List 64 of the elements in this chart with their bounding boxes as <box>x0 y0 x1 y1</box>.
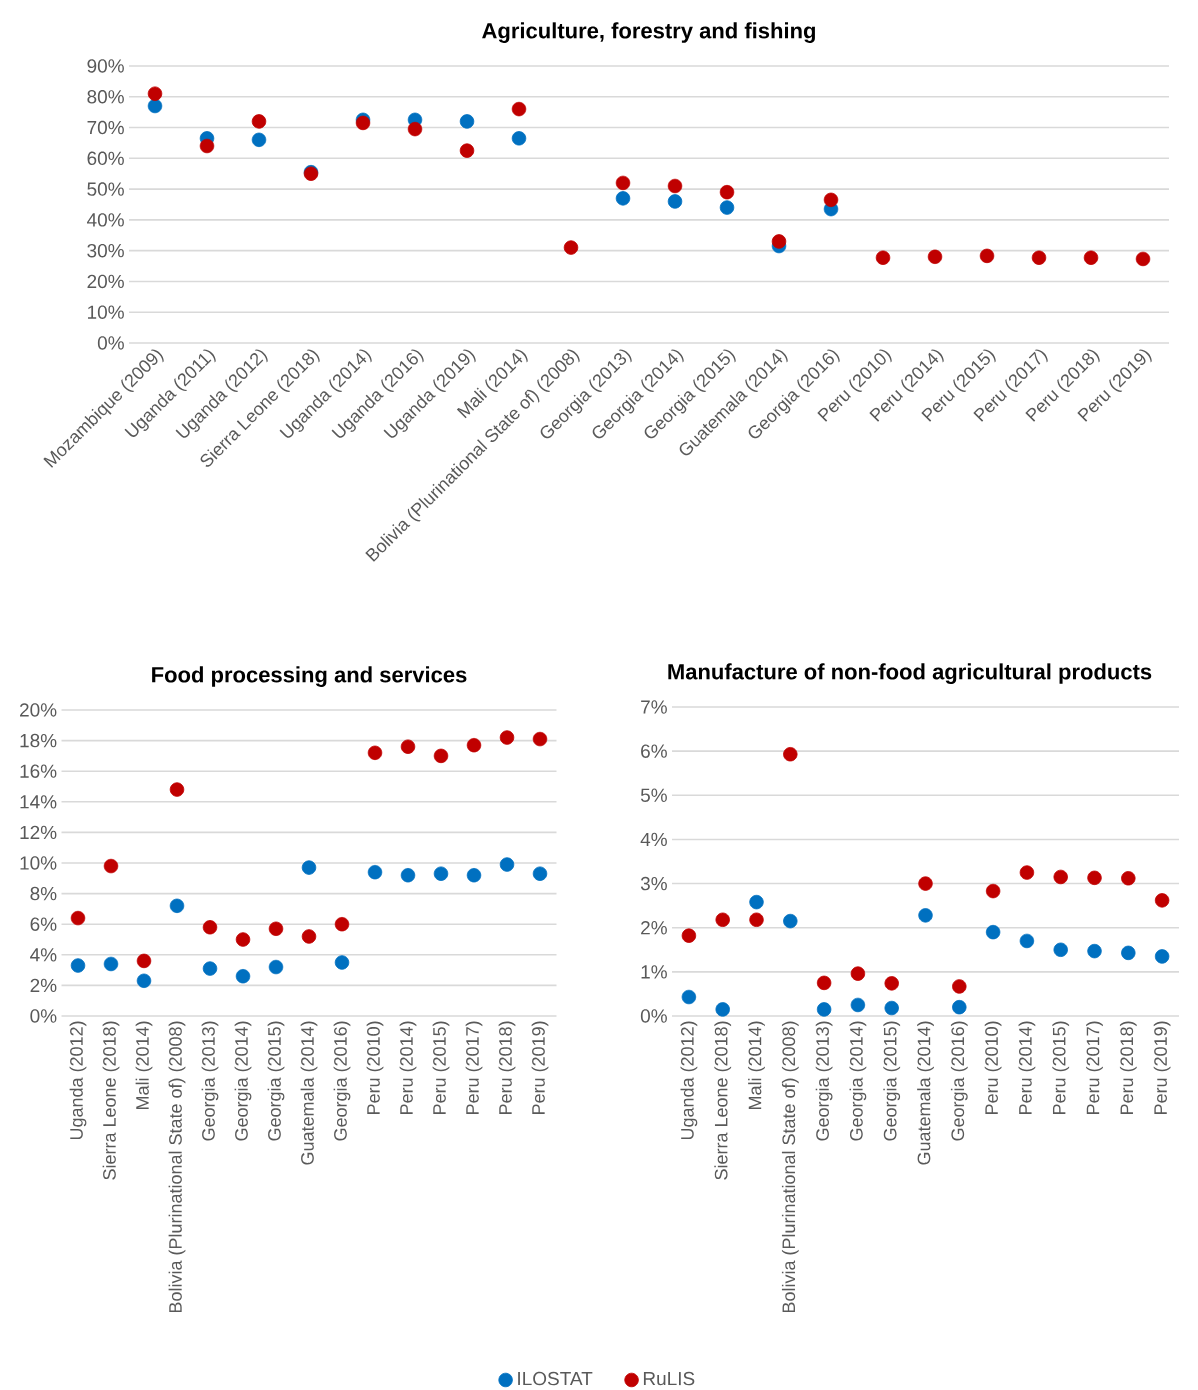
y-tick-label: 20% <box>87 274 124 289</box>
x-tick-label: Peru (2019) <box>1153 1021 1171 1114</box>
y-tick-label: 16% <box>20 764 57 778</box>
x-tick-label: Peru (2017) <box>1086 1021 1103 1114</box>
y-tick-label: 20% <box>20 703 57 717</box>
x-tick-label: Georgia (2015) <box>883 1021 901 1141</box>
x-tick-label: Peru (2010) <box>984 1021 1002 1114</box>
x-tick-label: Peru (2014) <box>1018 1021 1036 1114</box>
chart-title: Agriculture, forestry and fishing <box>482 22 815 43</box>
legend-label: RuLIS <box>643 1371 695 1386</box>
y-tick-label: 18% <box>20 733 57 748</box>
x-tick-label: Uganda (2012) <box>69 1021 87 1140</box>
y-tick-label: 60% <box>87 151 124 166</box>
x-tick-label: Peru (2019) <box>531 1021 549 1114</box>
y-tick-label: 5% <box>640 788 667 802</box>
x-tick-label: Peru (2018) <box>498 1021 516 1114</box>
y-tick-label: 70% <box>87 120 124 135</box>
y-tick-label: 4% <box>640 832 667 847</box>
x-tick-label: Peru (2010) <box>366 1021 384 1114</box>
y-tick-label: 30% <box>87 243 124 258</box>
y-tick-label: 2% <box>30 978 57 993</box>
x-tick-label: Georgia (2016) <box>333 1021 351 1141</box>
x-tick-label: Peru (2015) <box>1052 1021 1070 1114</box>
x-tick-label: Guatemala (2014) <box>917 1021 934 1165</box>
y-tick-label: 14% <box>20 795 57 809</box>
y-tick-label: 2% <box>641 921 667 935</box>
y-tick-label: 40% <box>87 213 124 227</box>
y-tick-label: 80% <box>87 90 124 104</box>
x-tick-label: Peru (2015) <box>432 1021 450 1114</box>
x-tick-label: Georgia (2014) <box>234 1021 252 1141</box>
x-tick-label: Bolivia (Plurinational State of) (2008) <box>781 1021 799 1313</box>
chart-title: Food processing and services <box>152 666 467 687</box>
y-tick-label: 6% <box>30 917 57 931</box>
y-tick-label: 7% <box>641 700 667 714</box>
x-tick-label: Uganda (2012) <box>680 1021 698 1140</box>
y-tick-label: 6% <box>641 744 667 758</box>
y-tick-label: 0% <box>30 1009 57 1023</box>
x-tick-label: Guatemala (2014) <box>300 1021 318 1165</box>
y-tick-label: 10% <box>20 856 57 870</box>
x-tick-label: Peru (2018) <box>1119 1021 1137 1114</box>
chart-title: Manufacture of non-food agricultural products <box>668 663 1152 684</box>
y-tick-label: 50% <box>87 182 124 196</box>
y-tick-label: 90% <box>87 59 124 73</box>
x-tick-label: Georgia (2013) <box>815 1021 833 1141</box>
y-tick-label: 3% <box>640 876 667 891</box>
y-tick-label: 0% <box>640 1009 667 1023</box>
x-tick-label: Sierra Leone (2018) <box>102 1021 120 1180</box>
y-tick-label: 1% <box>641 965 667 979</box>
x-tick-label: Georgia (2016) <box>950 1021 968 1141</box>
y-tick-label: 12% <box>20 825 57 840</box>
x-tick-label: Peru (2014) <box>399 1021 417 1114</box>
y-tick-label: 8% <box>30 886 57 901</box>
x-tick-label: Mali (2014) <box>748 1021 765 1109</box>
x-tick-label: Peru (2017) <box>465 1021 483 1114</box>
x-tick-label: Mali (2014) <box>135 1021 153 1109</box>
x-tick-label: Georgia (2015) <box>267 1021 285 1141</box>
x-tick-label: Georgia (2013) <box>201 1021 219 1141</box>
x-tick-label: Georgia (2014) <box>849 1021 867 1141</box>
y-tick-label: 10% <box>88 305 124 319</box>
x-tick-label: Sierra Leone (2018) <box>714 1021 732 1180</box>
x-tick-label: Bolivia (Plurinational State of) (2008) <box>168 1021 186 1313</box>
y-tick-label: 4% <box>30 948 57 962</box>
y-tick-label: 0% <box>97 336 124 350</box>
legend-label: ILOSTAT <box>518 1371 593 1386</box>
